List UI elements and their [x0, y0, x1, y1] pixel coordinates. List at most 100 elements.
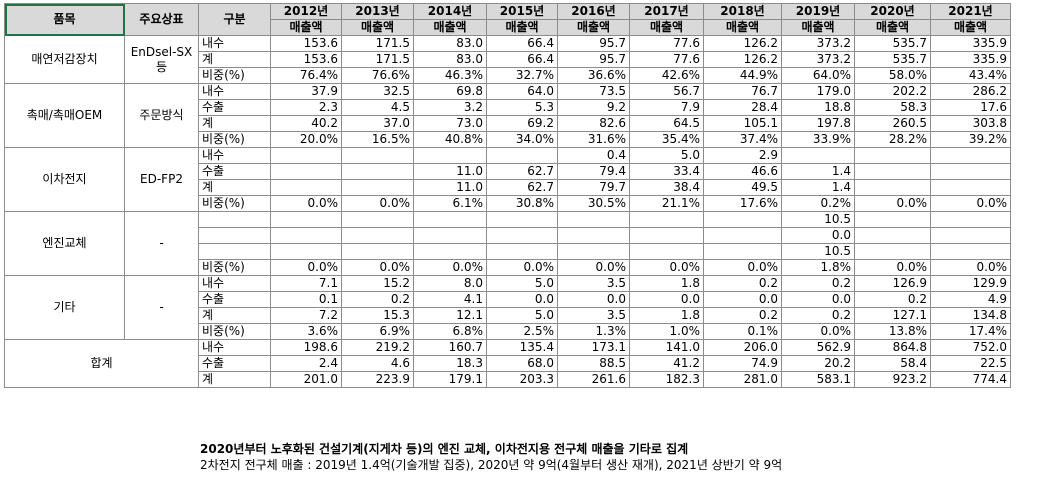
value-cell[interactable]: 1.4 [781, 179, 855, 196]
value-cell[interactable]: 32.5 [341, 83, 414, 100]
category-cell[interactable]: 계 [198, 179, 271, 196]
value-cell[interactable]: 0.0% [703, 259, 782, 276]
value-cell[interactable]: 171.5 [341, 35, 414, 52]
value-cell[interactable]: 77.6 [629, 35, 704, 52]
value-cell[interactable]: 17.4% [930, 323, 1011, 340]
value-cell[interactable] [854, 147, 931, 164]
value-cell[interactable]: 28.2% [854, 131, 931, 148]
value-cell[interactable]: 127.1 [854, 307, 931, 324]
category-cell[interactable]: 계 [198, 51, 271, 68]
value-cell[interactable] [341, 227, 414, 244]
value-cell[interactable]: 13.8% [854, 323, 931, 340]
category-cell[interactable]: 비중(%) [198, 323, 271, 340]
value-cell[interactable]: 0.2 [703, 307, 782, 324]
value-cell[interactable]: 58.4 [854, 355, 931, 372]
value-cell[interactable]: 62.7 [486, 179, 558, 196]
header-sales[interactable]: 매출액 [270, 19, 342, 36]
value-cell[interactable] [341, 147, 414, 164]
value-cell[interactable]: 923.2 [854, 371, 931, 388]
header-year[interactable]: 2018년 [703, 3, 782, 20]
value-cell[interactable]: 15.2 [341, 275, 414, 292]
value-cell[interactable]: 5.3 [486, 99, 558, 116]
value-cell[interactable]: 12.1 [413, 307, 487, 324]
value-cell[interactable]: 260.5 [854, 115, 931, 132]
value-cell[interactable]: 201.0 [270, 371, 342, 388]
product-cell[interactable]: 이차전지 [4, 147, 125, 212]
value-cell[interactable]: 0.4 [557, 147, 630, 164]
value-cell[interactable]: 2.5% [486, 323, 558, 340]
category-cell[interactable]: 비중(%) [198, 131, 271, 148]
value-cell[interactable]: 0.0 [557, 291, 630, 308]
category-cell[interactable]: 비중(%) [198, 259, 271, 276]
value-cell[interactable]: 46.3% [413, 67, 487, 84]
value-cell[interactable]: 5.0 [629, 147, 704, 164]
header-sales[interactable]: 매출액 [703, 19, 782, 36]
value-cell[interactable]: 0.0% [854, 259, 931, 276]
value-cell[interactable]: 66.4 [486, 35, 558, 52]
value-cell[interactable]: 15.3 [341, 307, 414, 324]
value-cell[interactable] [486, 147, 558, 164]
value-cell[interactable] [930, 163, 1011, 180]
value-cell[interactable]: 3.6% [270, 323, 342, 340]
value-cell[interactable]: 18.8 [781, 99, 855, 116]
value-cell[interactable]: 46.6 [703, 163, 782, 180]
value-cell[interactable]: 0.0 [781, 291, 855, 308]
value-cell[interactable]: 335.9 [930, 51, 1011, 68]
value-cell[interactable]: 197.8 [781, 115, 855, 132]
value-cell[interactable]: 3.5 [557, 307, 630, 324]
value-cell[interactable]: 64.0 [486, 83, 558, 100]
value-cell[interactable]: 2.4 [270, 355, 342, 372]
value-cell[interactable]: 30.5% [557, 195, 630, 212]
value-cell[interactable]: 10.5 [781, 211, 855, 228]
value-cell[interactable]: 69.8 [413, 83, 487, 100]
category-cell[interactable] [198, 243, 271, 260]
value-cell[interactable] [270, 163, 342, 180]
value-cell[interactable] [557, 227, 630, 244]
value-cell[interactable] [341, 179, 414, 196]
value-cell[interactable]: 79.7 [557, 179, 630, 196]
value-cell[interactable]: 1.4 [781, 163, 855, 180]
value-cell[interactable]: 0.0% [413, 259, 487, 276]
value-cell[interactable]: 179.0 [781, 83, 855, 100]
value-cell[interactable]: 373.2 [781, 51, 855, 68]
value-cell[interactable]: 0.0% [629, 259, 704, 276]
value-cell[interactable]: 0.2 [341, 291, 414, 308]
value-cell[interactable]: 219.2 [341, 339, 414, 356]
value-cell[interactable]: 0.0 [486, 291, 558, 308]
header-year[interactable]: 2017년 [629, 3, 704, 20]
category-cell[interactable] [198, 211, 271, 228]
value-cell[interactable]: 286.2 [930, 83, 1011, 100]
value-cell[interactable]: 153.6 [270, 35, 342, 52]
value-cell[interactable] [930, 179, 1011, 196]
value-cell[interactable]: 0.0% [930, 195, 1011, 212]
value-cell[interactable]: 206.0 [703, 339, 782, 356]
value-cell[interactable]: 17.6 [930, 99, 1011, 116]
value-cell[interactable]: 34.0% [486, 131, 558, 148]
header-sales[interactable]: 매출액 [557, 19, 630, 36]
value-cell[interactable]: 173.1 [557, 339, 630, 356]
value-cell[interactable] [270, 147, 342, 164]
header-year[interactable]: 2019년 [781, 3, 855, 20]
value-cell[interactable]: 153.6 [270, 51, 342, 68]
product-cell[interactable]: 엔진교체 [4, 211, 125, 276]
value-cell[interactable] [270, 179, 342, 196]
value-cell[interactable]: 202.2 [854, 83, 931, 100]
value-cell[interactable]: 281.0 [703, 371, 782, 388]
header-year[interactable]: 2013년 [341, 3, 414, 20]
value-cell[interactable]: 3.5 [557, 275, 630, 292]
value-cell[interactable]: 30.8% [486, 195, 558, 212]
value-cell[interactable]: 41.2 [629, 355, 704, 372]
value-cell[interactable]: 88.5 [557, 355, 630, 372]
value-cell[interactable]: 1.0% [629, 323, 704, 340]
value-cell[interactable]: 303.8 [930, 115, 1011, 132]
value-cell[interactable]: 22.5 [930, 355, 1011, 372]
category-cell[interactable]: 수출 [198, 291, 271, 308]
product-cell[interactable]: 촉매/촉매OEM [4, 83, 125, 148]
value-cell[interactable]: 583.1 [781, 371, 855, 388]
category-cell[interactable]: 내수 [198, 147, 271, 164]
value-cell[interactable]: 171.5 [341, 51, 414, 68]
category-cell[interactable]: 수출 [198, 355, 271, 372]
value-cell[interactable]: 64.5 [629, 115, 704, 132]
value-cell[interactable]: 0.0% [930, 259, 1011, 276]
value-cell[interactable]: 83.0 [413, 51, 487, 68]
